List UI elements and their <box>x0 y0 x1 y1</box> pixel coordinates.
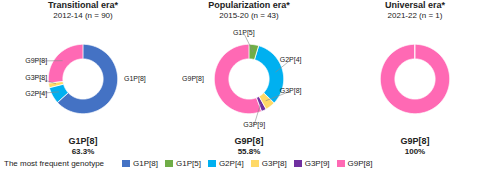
html-text:G1P[8]: G1P[8] <box>68 136 98 146</box>
html-text:G9P[8]: G9P[8] <box>234 136 264 146</box>
svg-text:G3P[9]: G3P[9] <box>243 121 265 129</box>
svg-text:G3P[8]: G3P[8] <box>25 74 47 82</box>
svg-text:G3P[8]: G3P[8] <box>280 87 302 95</box>
html-text:55.8%: 55.8% <box>237 147 261 156</box>
svg-text:G2P[4]: G2P[4] <box>25 90 47 98</box>
html-text:G3P[9]: G3P[9] <box>304 159 330 168</box>
html-text:2015-20 (n = 43): 2015-20 (n = 43) <box>219 11 279 20</box>
html-text:Universal era*: Universal era* <box>385 0 445 10</box>
html-text:G1P[5]: G1P[5] <box>176 159 201 168</box>
html-text:63.3%: 63.3% <box>71 147 95 156</box>
html-text:100%: 100% <box>404 147 426 156</box>
html-text:Popularization era*: Popularization era* <box>208 0 290 10</box>
html-text:The most frequent genotype: The most frequent genotype <box>4 159 105 168</box>
svg-text:G9P[8]: G9P[8] <box>182 75 204 83</box>
html-text:2021-22 (n = 1): 2021-22 (n = 1) <box>387 11 443 20</box>
html-text:G9P[8]: G9P[8] <box>347 159 373 168</box>
html-text:G9P[8]: G9P[8] <box>400 136 430 146</box>
svg-text:G1P[5]: G1P[5] <box>233 29 255 37</box>
svg-text:G2P[4]: G2P[4] <box>280 56 302 64</box>
html-text:Transitional era*: Transitional era* <box>48 0 118 10</box>
html-text:G3P[8]: G3P[8] <box>261 159 287 168</box>
html-text:2012-14 (n = 90): 2012-14 (n = 90) <box>53 11 113 20</box>
svg-text:G9P[8]: G9P[8] <box>25 57 47 65</box>
html-text:G1P[8]: G1P[8] <box>133 159 158 168</box>
svg-text:G1P[8]: G1P[8] <box>124 75 146 83</box>
html-text:G2P[4]: G2P[4] <box>218 159 244 168</box>
